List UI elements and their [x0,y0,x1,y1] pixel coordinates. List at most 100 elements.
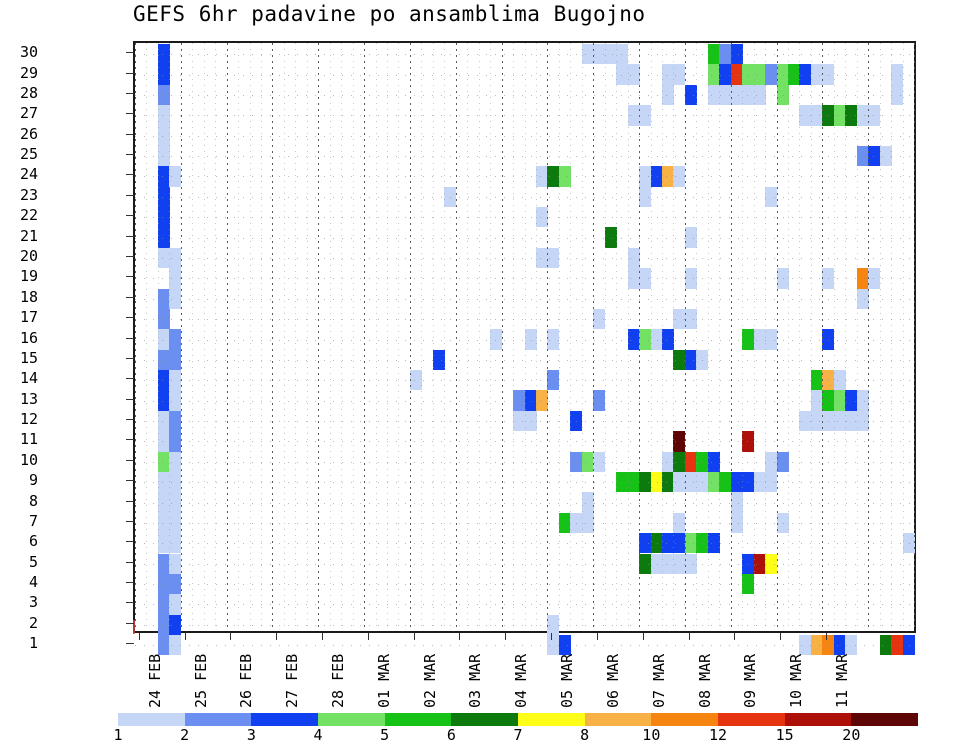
y-axis-tick-label: 15 [19,348,38,367]
heatmap-cell [169,492,182,513]
y-axis-tick-label: 24 [19,165,38,184]
heatmap-cell [810,635,823,656]
heatmap-cell [856,288,869,309]
heatmap-cell [157,247,170,269]
y-axis-tick-label: 10 [19,450,38,469]
heatmap-cell [157,451,170,472]
heatmap-cell [593,390,606,411]
heatmap-cell [833,370,846,391]
x-axis-tick-label: 05 MAR [558,653,577,708]
heatmap-cell [513,390,526,411]
heatmap-cell [409,370,422,391]
heatmap-cell [627,247,640,269]
heatmap-cell [157,329,170,350]
heatmap-cell [444,186,457,208]
heatmap-cell [547,247,560,269]
heatmap-cell [157,492,170,513]
heatmap-cell [157,553,170,574]
colorbar-swatch [384,713,452,726]
heatmap-cell [524,390,537,411]
y-axis-tick-mark [126,113,134,115]
heatmap-cell [696,451,709,472]
heatmap-cell [650,553,663,574]
heatmap-cell [169,410,182,432]
heatmap-cell [810,410,823,432]
heatmap-cell [169,268,182,289]
heatmap-cell [157,431,170,452]
y-axis-tick-mark [126,561,134,563]
heatmap-cell [765,451,778,472]
heatmap-cell [157,44,170,65]
heatmap-cell [684,553,697,574]
y-axis-tick-mark [126,133,134,135]
heatmap-cell [833,105,846,126]
heatmap-cell [673,451,686,472]
heatmap-cell [604,227,617,248]
heatmap-cell [593,451,606,472]
heatmap-cell [558,635,571,656]
y-axis-tick-mark [126,154,134,156]
heatmap-cell [661,166,675,187]
heatmap-cell [856,268,869,289]
heatmap-cell [742,471,755,493]
x-axis-tick-label: 28 FEB [329,653,348,708]
heatmap-cell [157,614,170,635]
heatmap-cell [616,44,629,65]
heatmap-cell [547,166,560,187]
heatmap-cell [742,553,755,574]
heatmap-cell [581,512,594,534]
colorbar-swatch [584,713,652,726]
y-axis-tick-mark [126,317,134,319]
heatmap-cell [593,44,606,65]
heatmap-cell [845,105,858,126]
heatmap-cell [627,268,640,289]
heatmap-cell [535,390,548,411]
x-axis-tick-mark [688,633,690,640]
y-axis-tick-label: 12 [19,410,38,429]
heatmap-cell [627,471,640,493]
heatmap-cell [696,533,709,554]
heatmap-cell [169,533,182,554]
y-axis-tick-mark [126,296,134,298]
heatmap-cell [707,471,720,493]
colorbar-swatch [718,713,785,726]
heatmap-cell [157,308,170,330]
y-axis-tick-mark [126,602,134,604]
colorbar-tick-label: 8 [580,726,590,744]
x-axis-tick-mark [322,633,324,640]
y-axis-tick-label: 18 [19,287,38,306]
heatmap-cell [604,44,617,65]
heatmap-cell [627,64,640,85]
y-axis-tick-label: 2 [28,613,38,632]
colorbar-tick-label: 5 [380,726,390,744]
heatmap-cell [742,431,755,452]
heatmap-cell [661,471,675,493]
heatmap-cell [558,166,571,187]
heatmap-cell [707,451,720,472]
heatmap-cell [730,512,743,534]
heatmap-cell [810,105,823,126]
x-axis-tick-label: 09 MAR [741,653,760,708]
heatmap-cell [856,145,869,167]
x-axis-tick-label: 10 MAR [787,653,806,708]
x-axis-tick-mark [230,633,232,640]
x-axis-tick-label: 07 MAR [649,653,668,708]
heatmap-cell [157,370,170,391]
x-axis-tick-label: 02 MAR [420,653,439,708]
colorbar-tick-label: 10 [642,726,661,744]
y-axis-tick-mark [126,337,134,339]
heatmap-cell [169,512,182,534]
chart-title: GEFS 6hr padavine po ansamblima Bugojno [133,2,646,26]
heatmap-cell [639,105,652,126]
heatmap-cell [765,553,778,574]
heatmap-cell [684,308,697,330]
x-axis-tick-mark [459,633,461,640]
heatmap-cell [650,533,663,554]
heatmap-cell [891,635,904,656]
y-axis-tick-label: 28 [19,83,38,102]
heatmap-cell [765,64,778,85]
heatmap-cell [524,329,537,350]
y-axis-tick-label: 8 [28,491,38,510]
heatmap-cell [513,410,526,432]
